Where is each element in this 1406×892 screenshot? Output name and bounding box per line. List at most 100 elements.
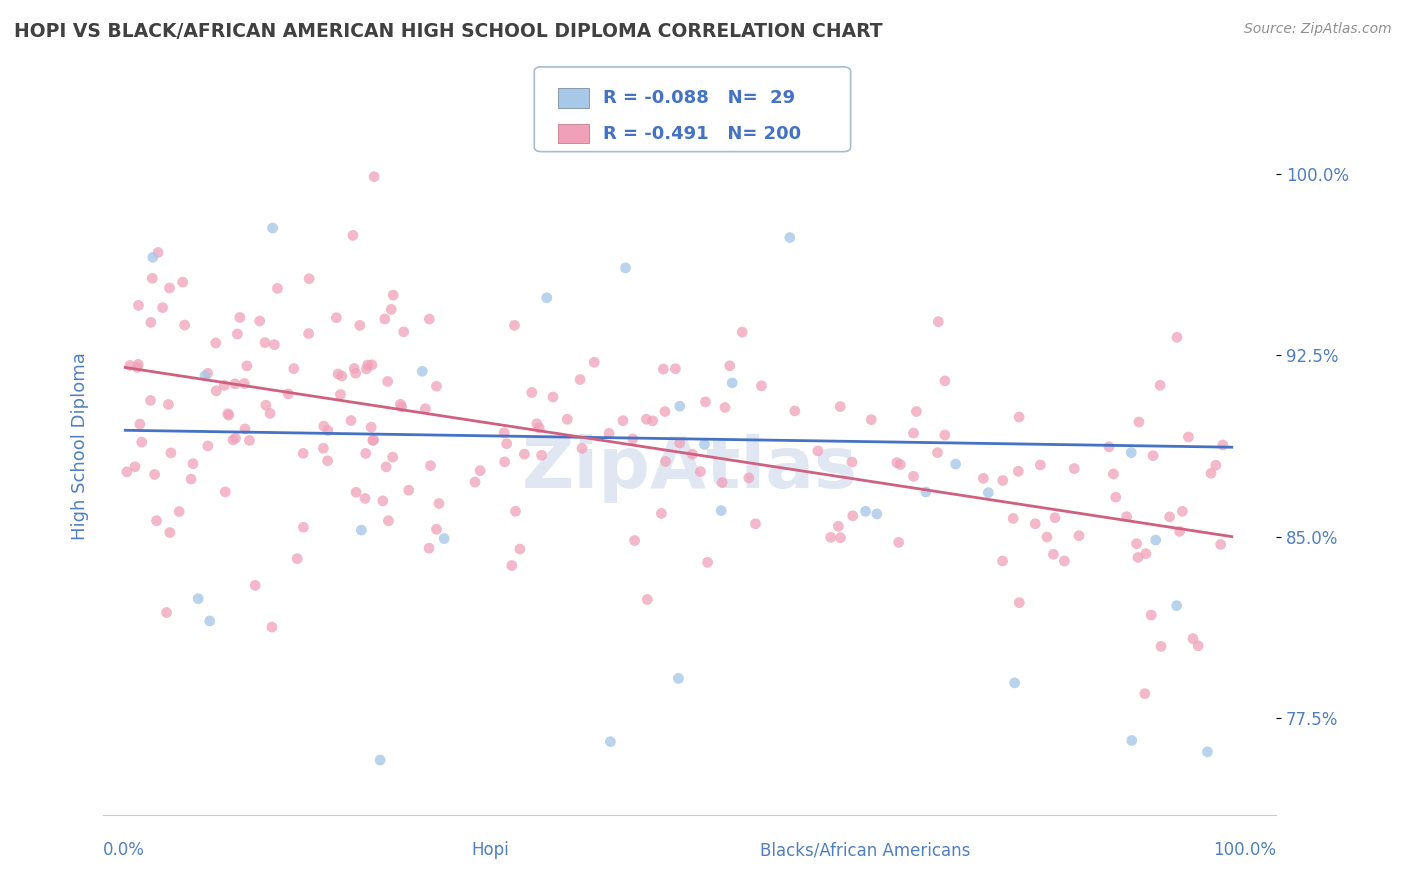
- Point: [464, 475, 486, 489]
- Point: [529, 421, 551, 435]
- Point: [127, 360, 149, 375]
- Point: [1053, 554, 1076, 568]
- Point: [143, 467, 166, 482]
- Point: [934, 374, 956, 388]
- Point: [419, 458, 441, 473]
- Point: [1187, 639, 1209, 653]
- Point: [363, 433, 385, 447]
- Point: [316, 424, 339, 438]
- Point: [614, 260, 637, 275]
- Point: [1133, 687, 1156, 701]
- Point: [1128, 415, 1150, 429]
- Point: [903, 426, 925, 441]
- Point: [312, 419, 335, 434]
- Text: 100.0%: 100.0%: [1213, 841, 1277, 859]
- Point: [689, 465, 711, 479]
- Point: [389, 397, 412, 411]
- Point: [927, 315, 949, 329]
- Point: [1197, 745, 1219, 759]
- Point: [807, 443, 830, 458]
- Point: [636, 592, 658, 607]
- Point: [1007, 464, 1029, 478]
- Point: [693, 437, 716, 451]
- Point: [599, 734, 621, 748]
- Point: [887, 535, 910, 549]
- Point: [621, 432, 644, 446]
- Point: [197, 439, 219, 453]
- Point: [927, 445, 949, 459]
- Point: [214, 378, 236, 392]
- Point: [371, 494, 394, 508]
- Point: [249, 314, 271, 328]
- Point: [866, 507, 889, 521]
- Point: [641, 414, 664, 428]
- Point: [513, 447, 536, 461]
- Point: [855, 504, 877, 518]
- Point: [1105, 490, 1128, 504]
- Point: [903, 469, 925, 483]
- Point: [886, 456, 908, 470]
- Point: [889, 458, 911, 472]
- Point: [361, 358, 384, 372]
- Text: Source: ZipAtlas.com: Source: ZipAtlas.com: [1244, 22, 1392, 37]
- Point: [415, 401, 437, 416]
- Point: [225, 431, 247, 445]
- Point: [217, 407, 239, 421]
- Point: [433, 532, 456, 546]
- Point: [501, 558, 523, 573]
- Point: [298, 326, 321, 341]
- Point: [654, 454, 676, 468]
- Text: Hopi: Hopi: [471, 841, 509, 859]
- Point: [356, 362, 378, 376]
- Point: [172, 275, 194, 289]
- Point: [316, 454, 339, 468]
- Point: [830, 400, 852, 414]
- Point: [398, 483, 420, 498]
- Point: [1181, 632, 1204, 646]
- Point: [124, 459, 146, 474]
- Point: [181, 457, 204, 471]
- Point: [141, 271, 163, 285]
- Point: [233, 376, 256, 391]
- Text: 0.0%: 0.0%: [103, 841, 145, 859]
- Point: [623, 533, 645, 548]
- Point: [292, 446, 315, 460]
- Point: [827, 519, 849, 533]
- Point: [710, 503, 733, 517]
- Point: [260, 620, 283, 634]
- Point: [668, 399, 690, 413]
- Text: R = -0.088   N=  29: R = -0.088 N= 29: [603, 89, 796, 107]
- Point: [696, 555, 718, 569]
- Point: [783, 404, 806, 418]
- Point: [636, 412, 658, 426]
- Point: [681, 447, 703, 461]
- Point: [340, 413, 363, 427]
- Point: [721, 376, 744, 390]
- Point: [1199, 467, 1222, 481]
- Point: [380, 302, 402, 317]
- Point: [541, 390, 564, 404]
- Point: [1144, 533, 1167, 547]
- Point: [1121, 733, 1143, 747]
- Text: R = -0.491   N= 200: R = -0.491 N= 200: [603, 125, 801, 143]
- Point: [1036, 530, 1059, 544]
- Point: [357, 358, 380, 372]
- Point: [860, 412, 883, 426]
- Point: [842, 508, 865, 523]
- Point: [503, 318, 526, 333]
- Point: [1171, 504, 1194, 518]
- Point: [425, 522, 447, 536]
- Point: [214, 484, 236, 499]
- Point: [509, 542, 531, 557]
- Point: [350, 523, 373, 537]
- Point: [218, 408, 240, 422]
- Point: [222, 433, 245, 447]
- Point: [361, 434, 384, 448]
- Point: [283, 361, 305, 376]
- Point: [115, 465, 138, 479]
- Point: [155, 606, 177, 620]
- Point: [1029, 458, 1052, 472]
- Point: [139, 315, 162, 329]
- Point: [934, 428, 956, 442]
- Point: [145, 514, 167, 528]
